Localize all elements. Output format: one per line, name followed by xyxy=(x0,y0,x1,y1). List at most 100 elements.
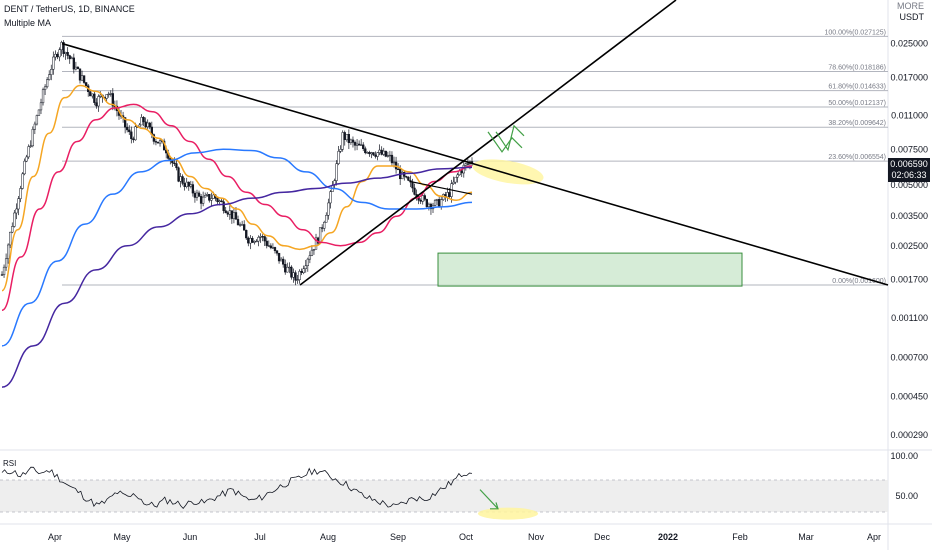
candle-body xyxy=(109,93,112,95)
price-tick-label: 0.011000 xyxy=(891,111,928,121)
candle-body xyxy=(52,56,55,70)
candle-body xyxy=(66,52,69,56)
candle-body xyxy=(425,199,428,207)
candle-body xyxy=(50,69,53,75)
candle-body xyxy=(17,198,20,210)
candle-body xyxy=(427,203,431,207)
candle-body xyxy=(279,258,283,262)
price-tick-label: 0.005000 xyxy=(890,180,928,190)
candle-body xyxy=(401,172,404,180)
candle-body xyxy=(440,199,443,208)
fib-level-label: 0.00%(0.001600) xyxy=(832,278,886,285)
time-tick-label: Apr xyxy=(48,532,62,542)
indicator-name[interactable]: Multiple MA xyxy=(4,18,52,28)
candle-body xyxy=(300,271,303,273)
candle-body xyxy=(438,199,441,208)
candle-body xyxy=(91,93,94,97)
candle-body xyxy=(224,210,227,213)
price-tick-label: 0.000290 xyxy=(890,430,928,440)
price-tick-label: 0.025000 xyxy=(890,39,928,49)
candle-body xyxy=(58,49,61,58)
candle-body xyxy=(222,201,225,211)
candle-body xyxy=(72,57,75,70)
candle-body xyxy=(318,227,322,244)
candle-body xyxy=(325,215,328,223)
fib-level-label: 100.00%(0.027125) xyxy=(825,29,887,36)
candle-body xyxy=(323,222,326,229)
candle-body xyxy=(0,274,4,276)
candle-body xyxy=(177,167,180,182)
candle-body xyxy=(429,203,433,210)
last-price: 0.006590 xyxy=(890,159,928,169)
candle-body xyxy=(419,199,422,202)
candle-body xyxy=(185,181,188,187)
candle-body xyxy=(216,198,219,203)
symbol-title[interactable]: DENT / TetherUS, 1D, BINANCE xyxy=(4,4,135,14)
rsi-line xyxy=(1,466,473,510)
candle-body xyxy=(392,161,396,164)
candle-body xyxy=(370,152,373,155)
fib-level-label: 78.60%(0.018186) xyxy=(828,64,886,71)
candle-body xyxy=(183,183,186,187)
last-price-tag: 0.006590 02:06:33 xyxy=(888,158,930,182)
candle-body xyxy=(46,79,49,88)
candle-body xyxy=(382,150,385,155)
candle-body xyxy=(407,176,410,181)
candle-body xyxy=(9,231,12,246)
candle-body xyxy=(4,258,8,268)
candle-body xyxy=(456,174,459,178)
candle-body xyxy=(208,194,211,201)
candle-body xyxy=(218,200,221,203)
candle-body xyxy=(7,244,10,260)
candle-body xyxy=(290,266,293,278)
moving-averages xyxy=(1,84,473,388)
candle-body xyxy=(43,86,47,90)
candle-body xyxy=(433,200,437,206)
candle-body xyxy=(312,249,316,251)
descending-trendline xyxy=(61,42,889,286)
candle-body xyxy=(54,53,57,58)
candle-body xyxy=(460,170,463,174)
candle-body xyxy=(64,52,67,54)
price-tick-label: 0.007500 xyxy=(890,144,928,154)
candle-body xyxy=(335,163,338,181)
candle-body xyxy=(368,152,371,155)
candle-body xyxy=(126,126,129,131)
rsi-tick-label: 50.00 xyxy=(895,491,918,501)
candle-body xyxy=(288,266,291,269)
candle-body xyxy=(158,140,162,144)
candles xyxy=(0,40,474,286)
candle-body xyxy=(230,210,234,219)
candle-body xyxy=(249,237,252,244)
candle-body xyxy=(140,117,143,126)
candle-body xyxy=(95,102,98,107)
candle-body xyxy=(448,192,451,197)
price-tick-label: 0.017000 xyxy=(890,72,928,82)
candle-body xyxy=(84,82,88,87)
candle-body xyxy=(56,53,59,58)
ma-line-blue xyxy=(1,148,473,347)
candle-body xyxy=(366,152,369,154)
price-tick-label: 0.000700 xyxy=(890,353,928,363)
candle-body xyxy=(302,268,305,273)
time-tick-label: Dec xyxy=(594,532,611,542)
candle-body xyxy=(107,93,110,96)
candle-body xyxy=(195,192,199,198)
time-tick-label: May xyxy=(113,532,131,542)
fib-level-label: 23.60%(0.006554) xyxy=(828,154,886,161)
price-tick-label: 0.002500 xyxy=(890,241,928,251)
candle-body xyxy=(70,57,73,60)
candle-body xyxy=(226,212,229,215)
candle-body xyxy=(384,150,387,157)
candle-body xyxy=(298,271,301,280)
fib-level-label: 50.00%(0.012137) xyxy=(828,100,886,107)
trend-lines[interactable] xyxy=(61,0,889,286)
candle-body xyxy=(292,272,295,278)
candle-body xyxy=(411,181,414,189)
fib-retracement[interactable]: 100.00%(0.027125) 78.60%(0.018186) 61.80%(… xyxy=(62,29,888,286)
candle-body xyxy=(154,141,158,143)
candle-body xyxy=(21,173,24,189)
rsi-band xyxy=(0,480,888,512)
